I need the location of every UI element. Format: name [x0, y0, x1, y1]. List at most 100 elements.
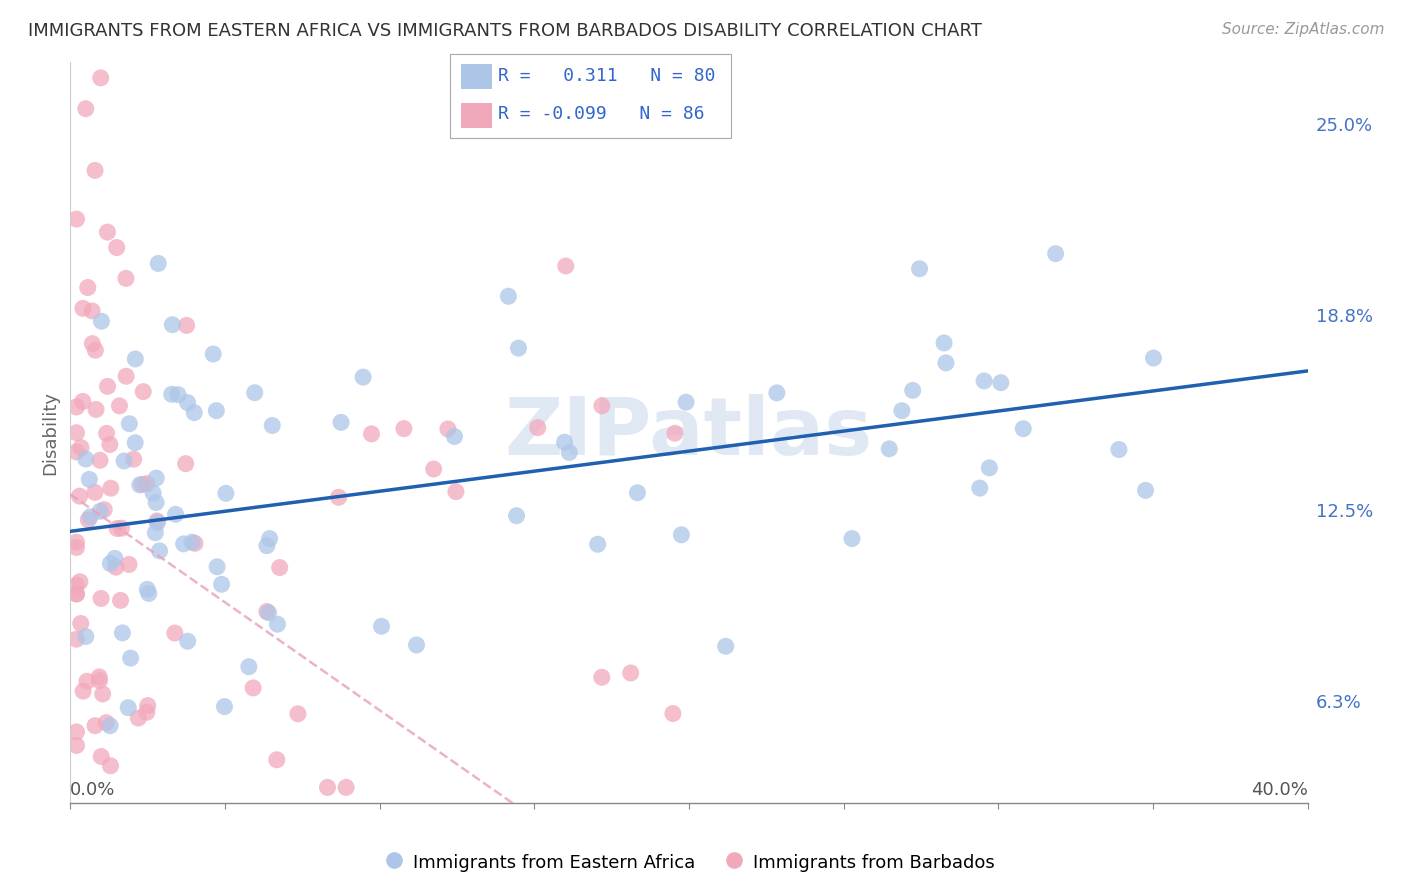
Point — [259, 532, 281, 546]
Point — [131, 477, 153, 491]
Point — [90, 314, 112, 328]
Point — [505, 508, 527, 523]
Y-axis label: Disability: Disability — [41, 391, 59, 475]
Point — [443, 429, 465, 443]
Point — [901, 384, 924, 398]
Point — [98, 437, 121, 451]
Point — [65, 535, 87, 549]
Point — [105, 240, 128, 255]
Point — [335, 780, 357, 795]
Point — [176, 395, 198, 409]
Point — [675, 395, 697, 409]
Point — [76, 280, 98, 294]
Point — [115, 369, 138, 384]
Point — [979, 460, 1001, 475]
Point — [136, 582, 159, 597]
Point — [257, 606, 280, 620]
Point — [76, 674, 98, 689]
Point — [422, 462, 444, 476]
Point — [148, 256, 170, 270]
Point — [138, 586, 160, 600]
Point — [214, 699, 236, 714]
Point — [96, 715, 118, 730]
Point — [84, 719, 107, 733]
Point — [262, 418, 284, 433]
Point — [89, 453, 111, 467]
Point — [205, 559, 228, 574]
Point — [82, 336, 104, 351]
Point — [65, 578, 87, 592]
Point — [120, 651, 142, 665]
Point — [973, 374, 995, 388]
Point — [162, 318, 184, 332]
Point — [93, 502, 115, 516]
Point — [145, 495, 167, 509]
Point — [65, 445, 87, 459]
Point — [266, 617, 288, 632]
Point — [69, 616, 91, 631]
Point — [96, 426, 118, 441]
Point — [124, 435, 146, 450]
Text: R =   0.311   N = 80: R = 0.311 N = 80 — [498, 67, 716, 85]
Point — [77, 513, 100, 527]
Point — [84, 402, 107, 417]
Point — [72, 301, 94, 316]
Point — [877, 442, 900, 456]
Point — [70, 441, 93, 455]
Point — [72, 684, 94, 698]
Point — [174, 457, 197, 471]
Point — [1135, 483, 1157, 498]
Text: R = -0.099   N = 86: R = -0.099 N = 86 — [498, 105, 704, 123]
Point — [65, 739, 87, 753]
Point — [111, 626, 134, 640]
Point — [110, 521, 132, 535]
Point — [146, 516, 169, 530]
Point — [79, 509, 101, 524]
Point — [100, 481, 122, 495]
Point — [526, 420, 548, 434]
Point — [89, 670, 111, 684]
Point — [664, 426, 686, 441]
Legend: Immigrants from Eastern Africa, Immigrants from Barbados: Immigrants from Eastern Africa, Immigran… — [375, 845, 1002, 879]
Point — [65, 425, 87, 440]
Point — [148, 544, 170, 558]
Point — [98, 719, 121, 733]
Point — [205, 403, 228, 417]
Point — [969, 481, 991, 495]
Point — [65, 587, 87, 601]
Point — [112, 454, 135, 468]
Point — [908, 261, 931, 276]
Point — [100, 758, 122, 772]
Point — [176, 634, 198, 648]
Point — [118, 417, 141, 431]
Point — [990, 376, 1012, 390]
Point — [163, 626, 186, 640]
Point — [65, 587, 87, 601]
Point — [83, 485, 105, 500]
Text: 40.0%: 40.0% — [1251, 780, 1308, 798]
Point — [96, 379, 118, 393]
Point — [65, 400, 87, 414]
Point — [122, 452, 145, 467]
Point — [1012, 422, 1035, 436]
Point — [117, 700, 139, 714]
Point — [65, 725, 87, 739]
Point — [370, 619, 392, 633]
Point — [202, 347, 225, 361]
Point — [69, 574, 91, 589]
Point — [316, 780, 339, 795]
Point — [91, 687, 114, 701]
Point — [935, 356, 957, 370]
Point — [671, 528, 693, 542]
Point — [65, 632, 87, 647]
Point — [115, 271, 138, 285]
Point — [498, 289, 520, 303]
Point — [65, 541, 87, 555]
Point — [104, 551, 127, 566]
Point — [554, 259, 576, 273]
Point — [328, 491, 350, 505]
Point — [181, 535, 204, 549]
Point — [243, 385, 266, 400]
Point — [766, 385, 789, 400]
Text: IMMIGRANTS FROM EASTERN AFRICA VS IMMIGRANTS FROM BARBADOS DISABILITY CORRELATIO: IMMIGRANTS FROM EASTERN AFRICA VS IMMIGR… — [28, 22, 981, 40]
